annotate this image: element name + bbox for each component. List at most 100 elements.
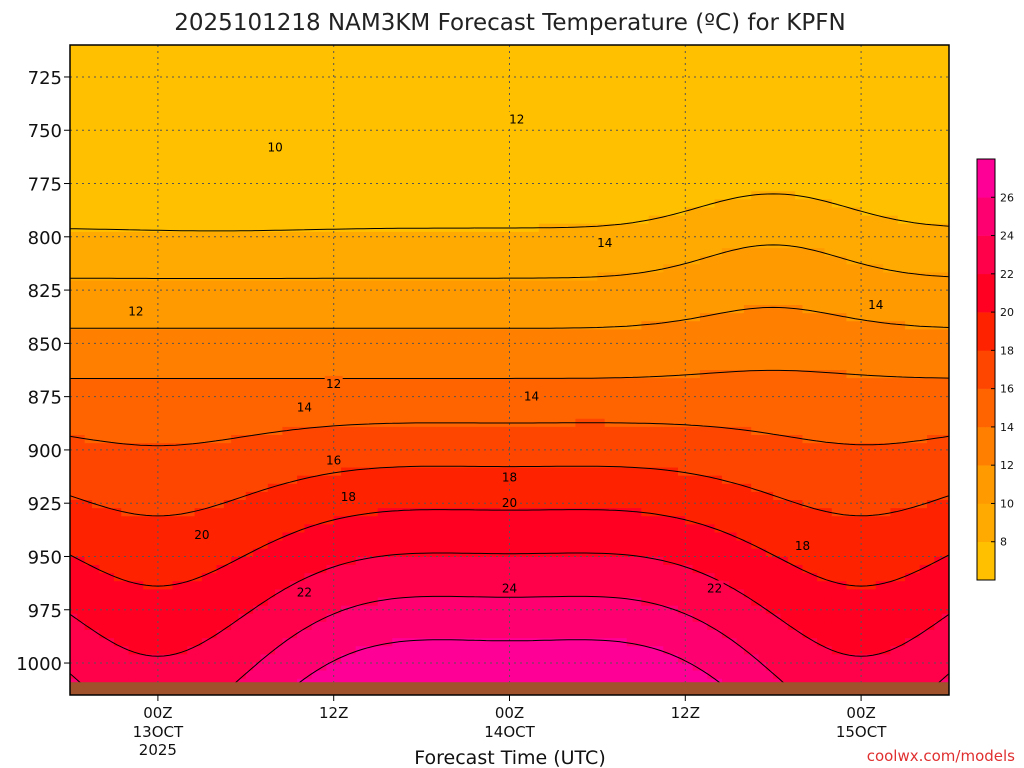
temperature-cell [223,93,232,103]
temperature-cell [70,459,78,469]
temperature-cell [231,69,240,79]
temperature-cell [494,548,503,558]
temperature-cell [128,394,137,404]
temperature-cell [275,410,284,420]
temperature-cell [70,118,78,127]
temperature-cell [245,134,254,144]
temperature-cell [150,435,159,444]
temperature-cell [150,53,159,62]
temperature-cell [443,483,452,493]
temperature-cell [216,296,225,306]
temperature-cell [480,183,489,192]
temperature-cell [428,516,437,525]
temperature-cell [121,621,130,631]
temperature-cell [143,321,152,330]
temperature-cell [443,662,452,672]
temperature-cell [443,329,452,339]
temperature-cell [450,410,459,420]
temperature-cell [509,321,518,330]
temperature-cell [326,613,335,623]
temperature-cell [297,248,305,257]
temperature-cell [421,215,430,225]
temperature-cell [363,142,371,152]
temperature-cell [304,418,313,428]
temperature-cell [157,207,166,217]
temperature-cell [275,613,284,623]
temperature-cell [480,589,489,599]
temperature-cell [121,581,130,590]
temperature-cell [509,77,518,87]
temperature-cell [377,475,386,485]
temperature-cell [91,548,100,558]
temperature-cell [326,345,335,355]
temperature-cell [267,69,276,79]
temperature-cell [91,199,100,209]
temperature-cell [480,150,489,160]
temperature-cell [289,410,298,420]
temperature-cell [216,158,225,168]
temperature-cell [150,191,159,200]
temperature-cell [406,435,415,444]
temperature-cell [135,491,144,501]
temperature-cell [209,613,218,623]
temperature-cell [458,613,467,623]
temperature-cell [253,183,262,192]
temperature-cell [70,516,78,525]
temperature-cell [311,231,320,241]
temperature-cell [311,53,320,62]
temperature-cell [253,256,262,265]
temperature-cell [267,199,276,209]
temperature-cell [465,605,474,615]
temperature-cell [450,638,459,647]
temperature-cell [406,443,415,452]
temperature-cell [135,483,144,493]
temperature-cell [333,516,342,525]
temperature-cell [231,556,240,566]
temperature-cell [179,175,188,184]
temperature-cell [179,597,188,607]
temperature-cell [187,183,196,192]
temperature-cell [267,540,276,550]
temperature-cell [392,394,401,404]
temperature-cell [260,126,269,135]
temperature-cell [472,370,481,379]
temperature-cell [238,524,247,534]
temperature-cell [157,670,166,680]
temperature-cell [238,53,247,62]
temperature-cell [355,199,364,209]
temperature-cell [487,69,496,79]
temperature-cell [260,231,269,241]
temperature-cell [216,540,225,550]
temperature-cell [516,313,525,322]
temperature-cell [465,313,474,322]
temperature-cell [487,459,496,469]
temperature-cell [458,45,467,54]
temperature-cell [231,581,240,590]
temperature-cell [172,548,181,558]
temperature-cell [319,548,327,558]
temperature-cell [297,524,305,534]
temperature-cell [253,288,262,298]
temperature-cell [304,264,313,274]
temperature-cell [363,126,371,135]
temperature-cell [436,158,445,168]
temperature-cell [253,305,262,314]
temperature-cell [77,573,86,582]
temperature-cell [113,613,122,623]
temperature-cell [275,150,284,160]
temperature-cell [355,45,364,54]
temperature-cell [172,93,181,103]
temperature-cell [187,207,196,217]
temperature-cell [245,183,254,192]
temperature-cell [194,142,203,152]
temperature-cell [509,548,518,558]
temperature-cell [282,670,291,680]
temperature-cell [179,321,188,330]
temperature-cell [414,305,423,314]
temperature-cell [209,654,218,664]
temperature-cell [377,296,386,306]
temperature-cell [209,573,218,582]
temperature-cell [355,410,364,420]
temperature-cell [428,158,437,168]
temperature-cell [282,662,291,672]
